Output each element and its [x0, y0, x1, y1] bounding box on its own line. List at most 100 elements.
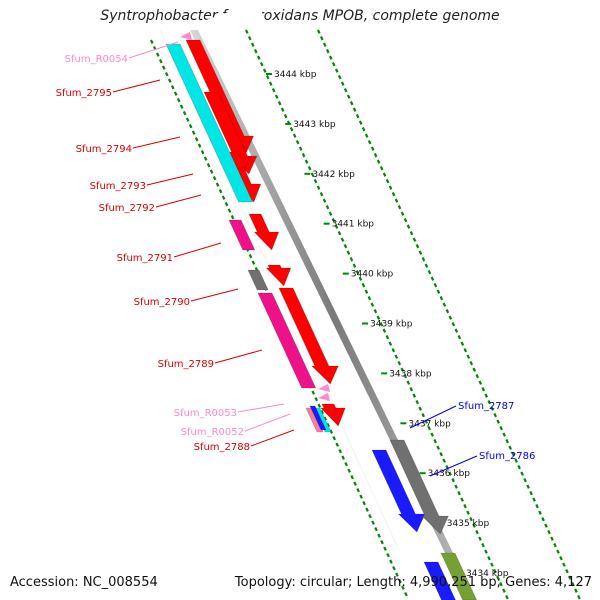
scale-dotted-line-dot: [451, 478, 455, 483]
scale-dotted-line-dot: [292, 133, 297, 138]
left-dotted-line-dot: [392, 566, 396, 571]
right-dotted-line-dot: [484, 393, 489, 398]
label-leader: [155, 194, 202, 208]
cluster-magenta-2: [257, 292, 317, 389]
left-dotted-line-dot: [176, 98, 181, 103]
scale-dotted-line-dot: [460, 497, 464, 502]
left-dotted-line-dot: [188, 124, 193, 129]
scale-dotted-line-dot: [361, 283, 366, 288]
scale-tick-label: 3437 kbp: [408, 419, 451, 429]
cluster-pink: [305, 407, 324, 433]
right-dotted-line-dot: [406, 224, 411, 229]
right-dotted-line-dot: [319, 36, 324, 41]
gene-label: Sfum_2793: [90, 181, 146, 192]
right-dotted-line-dot: [514, 458, 518, 463]
right-dotted-line-dot: [340, 81, 345, 86]
scale-dotted-line-dot: [253, 49, 258, 54]
left-dotted-line-dot: [251, 260, 256, 265]
left-dotted-line-dot: [212, 176, 217, 181]
scale-dotted-line-dot: [346, 250, 351, 255]
left-dotted-line-dot: [224, 202, 229, 207]
left-dotted-line-dot: [194, 137, 199, 142]
right-dotted-line-dot: [358, 120, 363, 125]
scale-dotted-line-dot: [340, 237, 345, 242]
label-leader: [244, 413, 291, 432]
scale-dotted-line-dot: [245, 29, 249, 34]
right-dotted-line-dot: [328, 55, 333, 60]
right-dotted-line-dot: [427, 270, 432, 275]
right-dotted-line-dot: [562, 562, 566, 567]
right-dotted-line-dot: [325, 49, 330, 54]
scale-dotted-line: [245, 29, 509, 600]
right-dotted-line-dot: [529, 491, 533, 496]
right-dotted-line-dot: [532, 497, 536, 502]
right-dotted-line-dot: [520, 471, 524, 476]
accession-text: Accession: NC_008554: [10, 575, 158, 590]
genome-summary-text: Topology: circular; Length: 4,990,251 bp…: [234, 575, 592, 590]
left-dotted-line-dot: [368, 514, 372, 519]
scale-dotted-line-dot: [313, 179, 318, 184]
right-dotted-line-dot: [511, 452, 515, 457]
scale-dotted-line-dot: [325, 205, 330, 210]
left-dotted-line-dot: [179, 104, 184, 109]
scale-dotted-line-dot: [448, 471, 452, 476]
left-dotted-line-dot: [203, 156, 208, 161]
rna-sfum-r0053: [318, 384, 330, 392]
right-dotted-line-dot: [469, 361, 474, 366]
right-dotted-line-dot: [343, 88, 348, 93]
right-dotted-line-dot: [571, 582, 575, 587]
scale-dotted-line-dot: [430, 432, 434, 437]
right-dotted-line-dot: [349, 101, 354, 106]
scale-dotted-line-dot: [382, 328, 387, 333]
label-leader: [237, 403, 285, 413]
scale-dotted-line-dot: [433, 439, 437, 444]
scale-dotted-line-dot: [493, 569, 497, 574]
gene-label: Sfum_2789: [158, 359, 214, 370]
left-dotted-line-dot: [182, 111, 187, 116]
left-dotted-line-dot: [359, 494, 363, 499]
right-dotted-line-dot: [385, 179, 390, 184]
left-dotted-line-dot: [227, 208, 232, 213]
left-dotted-line: [150, 39, 408, 597]
scale-dotted-line-dot: [295, 140, 300, 145]
right-dotted-line-dot: [556, 549, 560, 554]
right-dotted-line-dot: [496, 419, 500, 424]
left-dotted-line-dot: [161, 65, 166, 70]
right-dotted-line-dot: [505, 439, 509, 444]
left-dotted-line-dot: [377, 533, 381, 538]
left-dotted-line-dot: [347, 468, 351, 473]
right-dotted-line-dot: [367, 140, 372, 145]
scale-dotted-line-dot: [472, 523, 476, 528]
label-leader: [132, 136, 181, 149]
scale-dotted-line-dot: [502, 588, 506, 593]
scale-tick-label: 3435 kbp: [447, 519, 490, 529]
scale-tick-label: 3443 kbp: [293, 120, 336, 130]
left-dotted-line-dot: [389, 559, 393, 564]
right-dotted-line-dot: [481, 387, 486, 392]
right-dotted-line-dot: [577, 595, 581, 600]
scale-dotted-line-dot: [316, 185, 321, 190]
right-dotted-line-dot: [415, 244, 420, 249]
right-dotted-line-dot: [547, 530, 551, 535]
scale-dotted-line-dot: [484, 549, 488, 554]
left-dotted-line-dot: [323, 416, 328, 421]
right-dotted-line-dot: [535, 504, 539, 509]
right-dotted-line-dot: [317, 29, 321, 34]
scale-tick-label: 3434 kbp: [466, 569, 509, 579]
scale-dotted-line-dot: [394, 354, 399, 359]
right-dotted-line-dot: [382, 172, 387, 177]
right-dotted-line-dot: [568, 575, 572, 580]
right-dotted-line-dot: [418, 250, 423, 255]
right-dotted-line-dot: [565, 569, 569, 574]
gene-label: Sfum_2791: [117, 253, 173, 264]
right-dotted-line-dot: [334, 68, 339, 73]
right-dotted-line-dot: [439, 296, 444, 301]
right-dotted-line-dot: [487, 400, 492, 405]
label-leader: [128, 41, 179, 59]
scale-dotted-line-dot: [415, 400, 420, 405]
scale-dotted-line-dot: [367, 296, 372, 301]
scale-dotted-line-dot: [388, 341, 393, 346]
scale-dotted-line-dot: [250, 42, 255, 47]
right-dotted-line-dot: [424, 263, 429, 268]
gene-label: Sfum_2792: [99, 203, 155, 214]
